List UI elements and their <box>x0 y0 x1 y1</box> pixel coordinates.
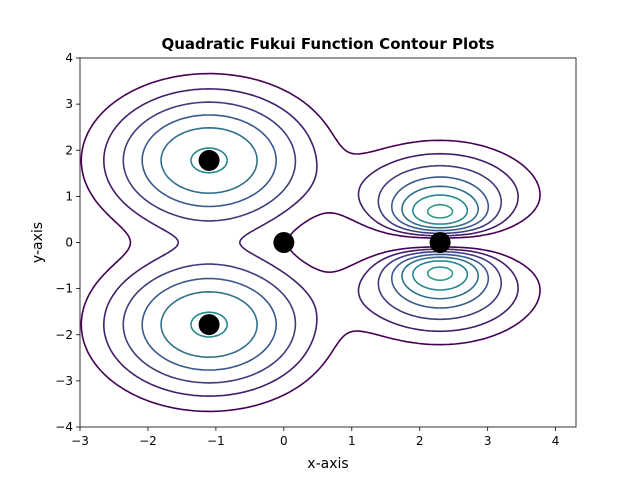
x-tick-label: −2 <box>139 434 157 448</box>
atom-marker <box>429 232 451 253</box>
y-tick-label: 1 <box>65 189 73 203</box>
x-tick-label: 1 <box>348 434 356 448</box>
y-tick-label: −4 <box>55 420 73 434</box>
contour-level <box>160 127 479 358</box>
contour-level <box>103 88 519 397</box>
atom-marker <box>198 314 220 336</box>
y-tick-label: −3 <box>55 374 73 388</box>
x-axis-label: x-axis <box>307 456 348 472</box>
y-axis-label: y-axis <box>30 222 46 263</box>
x-tick-label: 0 <box>280 434 288 448</box>
x-tick-label: 3 <box>484 434 492 448</box>
x-tick-label: −3 <box>71 434 89 448</box>
y-tick-label: −2 <box>55 328 73 342</box>
x-tick-label: −1 <box>207 434 225 448</box>
contour-level <box>80 72 541 413</box>
atom-marker <box>273 232 295 253</box>
y-axis: −4 −3 −2 −1 0 1 2 3 4 <box>55 51 80 434</box>
atom-marker <box>198 149 220 171</box>
y-tick-label: 4 <box>65 51 73 65</box>
y-tick-label: −1 <box>55 282 73 296</box>
contour-level <box>190 147 469 338</box>
contour-level <box>141 114 490 371</box>
contour-level <box>426 203 454 282</box>
x-tick-label: 4 <box>552 434 560 448</box>
plot-area <box>80 72 541 413</box>
x-tick-label: 2 <box>416 434 424 448</box>
x-axis: −3 −2 −1 0 1 2 3 4 <box>71 427 559 448</box>
contour-level <box>122 101 503 384</box>
y-tick-label: 0 <box>65 236 73 250</box>
plot-frame <box>79 57 577 428</box>
y-tick-label: 3 <box>65 97 73 111</box>
y-tick-label: 2 <box>65 143 73 157</box>
chart-title: Quadratic Fukui Function Contour Plots <box>161 35 494 53</box>
